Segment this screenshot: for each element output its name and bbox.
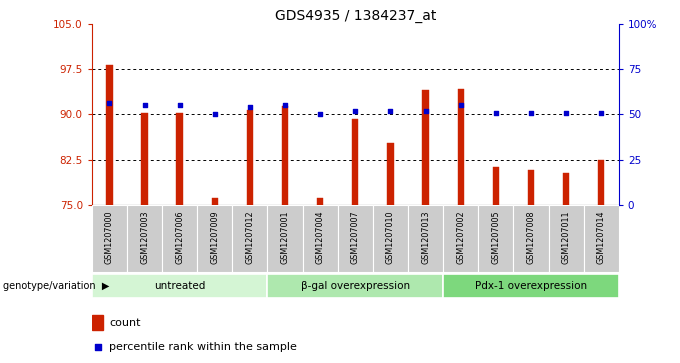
- Point: [490, 110, 501, 115]
- Text: untreated: untreated: [154, 281, 205, 291]
- Bar: [303, 205, 338, 272]
- Bar: [92, 274, 267, 298]
- Point: [350, 108, 360, 114]
- Point: [209, 111, 220, 117]
- Point: [596, 110, 607, 115]
- Text: GSM1207006: GSM1207006: [175, 211, 184, 264]
- Bar: [92, 315, 103, 330]
- Bar: [549, 205, 583, 272]
- Text: GSM1207010: GSM1207010: [386, 211, 395, 264]
- Bar: [443, 274, 619, 298]
- Title: GDS4935 / 1384237_at: GDS4935 / 1384237_at: [275, 9, 436, 23]
- Bar: [338, 205, 373, 272]
- Bar: [598, 160, 605, 205]
- Text: GSM1207003: GSM1207003: [140, 211, 149, 264]
- Bar: [282, 106, 288, 205]
- Bar: [422, 90, 428, 205]
- Bar: [513, 205, 549, 272]
- Bar: [197, 205, 233, 272]
- Point: [385, 108, 396, 114]
- Text: GSM1207008: GSM1207008: [526, 211, 535, 264]
- Bar: [141, 113, 148, 205]
- Text: Pdx-1 overexpression: Pdx-1 overexpression: [475, 281, 587, 291]
- Text: percentile rank within the sample: percentile rank within the sample: [109, 342, 297, 352]
- Bar: [352, 119, 358, 205]
- Text: GSM1207007: GSM1207007: [351, 211, 360, 264]
- Point: [560, 110, 571, 115]
- Text: GSM1207009: GSM1207009: [210, 211, 219, 264]
- Bar: [528, 170, 534, 205]
- Point: [139, 102, 150, 108]
- Bar: [177, 113, 183, 205]
- Point: [315, 111, 326, 117]
- Point: [245, 104, 256, 110]
- Bar: [211, 198, 218, 205]
- Bar: [233, 205, 267, 272]
- Bar: [373, 205, 408, 272]
- Bar: [458, 89, 464, 205]
- Point: [279, 102, 290, 108]
- Text: GSM1207000: GSM1207000: [105, 211, 114, 264]
- Bar: [247, 110, 253, 205]
- Bar: [267, 274, 443, 298]
- Text: GSM1207011: GSM1207011: [562, 211, 571, 264]
- Text: GSM1207012: GSM1207012: [245, 211, 254, 264]
- Text: GSM1207005: GSM1207005: [492, 211, 500, 264]
- Bar: [92, 205, 127, 272]
- Text: GSM1207002: GSM1207002: [456, 211, 465, 264]
- Bar: [408, 205, 443, 272]
- Text: GSM1207014: GSM1207014: [597, 211, 606, 264]
- Text: GSM1207013: GSM1207013: [421, 211, 430, 264]
- Text: count: count: [109, 318, 141, 328]
- Point: [456, 102, 466, 108]
- Point: [92, 344, 103, 350]
- Text: β-gal overexpression: β-gal overexpression: [301, 281, 410, 291]
- Bar: [106, 65, 112, 205]
- Bar: [317, 199, 323, 205]
- Text: GSM1207001: GSM1207001: [281, 211, 290, 264]
- Point: [420, 108, 431, 114]
- Bar: [388, 143, 394, 205]
- Point: [104, 101, 115, 106]
- Bar: [162, 205, 197, 272]
- Text: genotype/variation  ▶: genotype/variation ▶: [3, 281, 109, 291]
- Point: [174, 102, 185, 108]
- Bar: [443, 205, 478, 272]
- Bar: [493, 167, 499, 205]
- Bar: [583, 205, 619, 272]
- Bar: [267, 205, 303, 272]
- Point: [526, 110, 537, 115]
- Bar: [478, 205, 513, 272]
- Text: GSM1207004: GSM1207004: [316, 211, 324, 264]
- Bar: [563, 173, 569, 205]
- Bar: [127, 205, 162, 272]
